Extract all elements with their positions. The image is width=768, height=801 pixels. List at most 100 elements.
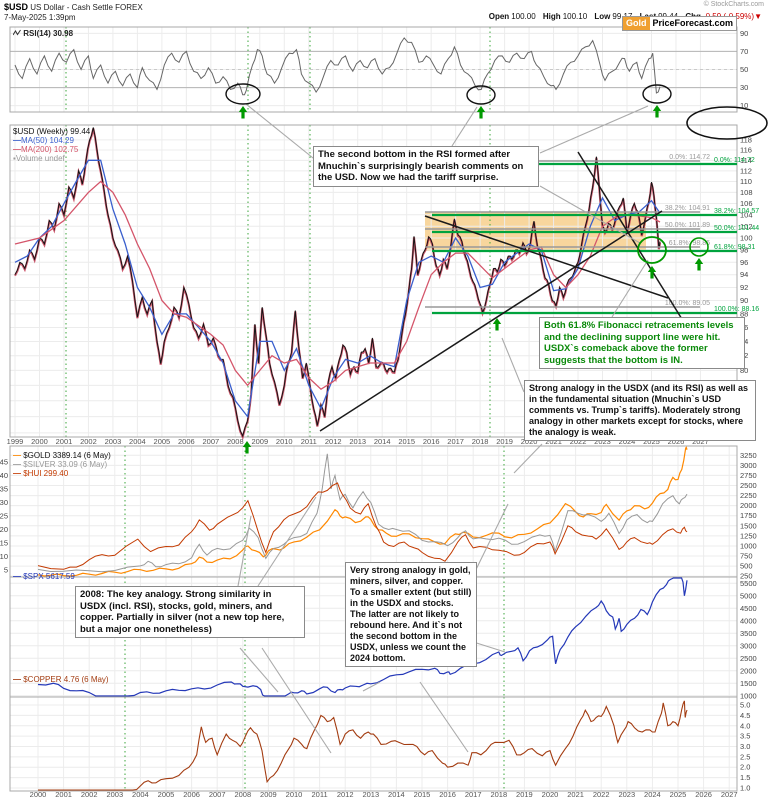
svg-text:2.0: 2.0 — [740, 763, 750, 772]
svg-text:2018: 2018 — [472, 437, 489, 446]
svg-text:2008: 2008 — [227, 437, 244, 446]
svg-text:500: 500 — [740, 562, 753, 571]
svg-text:2500: 2500 — [740, 481, 757, 490]
svg-text:10: 10 — [740, 101, 748, 110]
svg-text:38.2%: 104.91: 38.2%: 104.91 — [665, 205, 710, 212]
gold-legend: — $GOLD 3389.14 (6 May) — [13, 451, 111, 460]
silver-legend: — $SILVER 33.09 (6 May) — [13, 460, 107, 469]
annotation-box-markets-analogy: Very strong analogy in gold, miners, sil… — [345, 562, 477, 667]
svg-text:2009: 2009 — [251, 437, 268, 446]
svg-text:4000: 4000 — [740, 616, 757, 625]
ma200-swatch: — — [13, 145, 21, 154]
annotation-box-2008-analogy: 2008: The key analogy. Strong similarity… — [75, 586, 305, 639]
svg-text:1.5: 1.5 — [740, 773, 750, 782]
svg-text:30: 30 — [740, 83, 748, 92]
svg-text:2002: 2002 — [81, 790, 98, 799]
svg-text:4.5: 4.5 — [740, 711, 750, 720]
svg-text:2026: 2026 — [695, 790, 712, 799]
silver-legend-label: $SILVER 33.09 (6 May) — [23, 460, 108, 469]
svg-text:1500: 1500 — [740, 679, 757, 688]
svg-text:2009: 2009 — [260, 790, 277, 799]
ma200-legend-label: MA(200) 102.75 — [21, 145, 79, 154]
svg-text:2026: 2026 — [668, 437, 685, 446]
svg-text:250: 250 — [740, 572, 753, 581]
gold-price-forecast-logo[interactable]: Gold PriceForecast.com — [622, 16, 738, 31]
ma200-legend: —MA(200) 102.75 — [13, 145, 78, 154]
svg-text:3.5: 3.5 — [740, 732, 750, 741]
svg-text:15: 15 — [0, 538, 8, 547]
svg-text:2012: 2012 — [325, 437, 342, 446]
symbol-label: $USD — [4, 2, 29, 12]
usd-price-legend-label: $USD (Weekly) 99.44 — [13, 127, 91, 136]
svg-text:25: 25 — [0, 511, 8, 520]
volume-legend-label: Volume undef — [15, 154, 65, 163]
svg-text:1000: 1000 — [740, 541, 757, 550]
annotation-box-rsi-bottom: The second bottom in the RSI formed afte… — [313, 146, 539, 187]
copper-swatch: — — [13, 675, 21, 684]
high-label: High — [542, 12, 561, 21]
svg-text:2023: 2023 — [618, 790, 635, 799]
svg-text:2005: 2005 — [158, 790, 175, 799]
volume-legend: ▪Volume undef — [13, 154, 65, 163]
svg-text:2011: 2011 — [301, 437, 317, 446]
svg-text:110: 110 — [740, 177, 752, 186]
svg-text:104: 104 — [740, 210, 753, 219]
svg-text:61.8%: 98.86: 61.8%: 98.86 — [669, 240, 710, 247]
svg-text:2000: 2000 — [30, 790, 47, 799]
gold-legend-label: $GOLD 3389.14 (6 May) — [23, 451, 111, 460]
svg-text:2013: 2013 — [362, 790, 379, 799]
svg-text:50.0%: 101.44: 50.0%: 101.44 — [714, 225, 759, 232]
low-label: Low — [594, 12, 611, 21]
svg-text:50: 50 — [740, 65, 748, 74]
svg-text:2015: 2015 — [414, 790, 431, 799]
svg-text:2019: 2019 — [516, 790, 533, 799]
logo-text-part: PriceForecast.com — [652, 18, 734, 28]
svg-text:2012: 2012 — [337, 790, 354, 799]
hui-legend-label: $HUI 299.40 — [23, 469, 69, 478]
svg-text:2001: 2001 — [56, 437, 73, 446]
svg-text:750: 750 — [740, 552, 753, 561]
svg-text:2020: 2020 — [542, 790, 559, 799]
svg-text:2001: 2001 — [55, 790, 72, 799]
spx-legend: — $SPX 5617.59 — [13, 572, 75, 581]
svg-text:2024: 2024 — [644, 790, 661, 799]
svg-text:2002: 2002 — [80, 437, 97, 446]
svg-text:2000: 2000 — [740, 666, 757, 675]
svg-text:1250: 1250 — [740, 531, 757, 540]
svg-text:100.0%: 88.16: 100.0%: 88.16 — [714, 306, 759, 313]
svg-text:1999: 1999 — [7, 437, 24, 446]
svg-text:20: 20 — [0, 525, 8, 534]
svg-text:0.0%: 114.72: 0.0%: 114.72 — [714, 157, 755, 164]
svg-text:38.2%: 104.57: 38.2%: 104.57 — [714, 208, 759, 215]
svg-text:96: 96 — [740, 258, 748, 267]
svg-text:2010: 2010 — [286, 790, 303, 799]
logo-gold-part: Gold — [623, 17, 650, 30]
svg-text:2750: 2750 — [740, 471, 757, 480]
svg-text:10: 10 — [0, 552, 8, 561]
usd-price-legend: $USD (Weekly) 99.44 — [13, 127, 90, 136]
svg-text:2007: 2007 — [202, 437, 219, 446]
chart-datetime: 7-May-2025 1:39pm — [4, 13, 76, 22]
svg-text:80: 80 — [740, 366, 748, 375]
svg-text:2005: 2005 — [154, 437, 171, 446]
symbol-description: US Dollar - Cash Settle FOREX — [30, 3, 143, 12]
svg-text:1000: 1000 — [740, 691, 757, 700]
gold-swatch: — — [13, 451, 21, 460]
svg-text:2018: 2018 — [490, 790, 507, 799]
svg-text:2007: 2007 — [209, 790, 226, 799]
svg-text:92: 92 — [740, 283, 748, 292]
copper-legend: — $COPPER 4.76 (6 May) — [13, 675, 109, 684]
svg-text:2250: 2250 — [740, 491, 757, 500]
svg-text:2017: 2017 — [465, 790, 482, 799]
svg-text:2006: 2006 — [183, 790, 200, 799]
svg-text:3250: 3250 — [740, 451, 757, 460]
svg-text:2017: 2017 — [447, 437, 464, 446]
svg-text:102: 102 — [740, 222, 753, 231]
svg-text:2014: 2014 — [388, 790, 405, 799]
svg-text:3000: 3000 — [740, 641, 757, 650]
svg-text:61.8%: 98.31: 61.8%: 98.31 — [714, 244, 755, 251]
svg-text:2022: 2022 — [593, 790, 610, 799]
svg-text:98: 98 — [740, 246, 748, 255]
rsi-legend-label: RSI(14) 30.98 — [23, 29, 74, 38]
